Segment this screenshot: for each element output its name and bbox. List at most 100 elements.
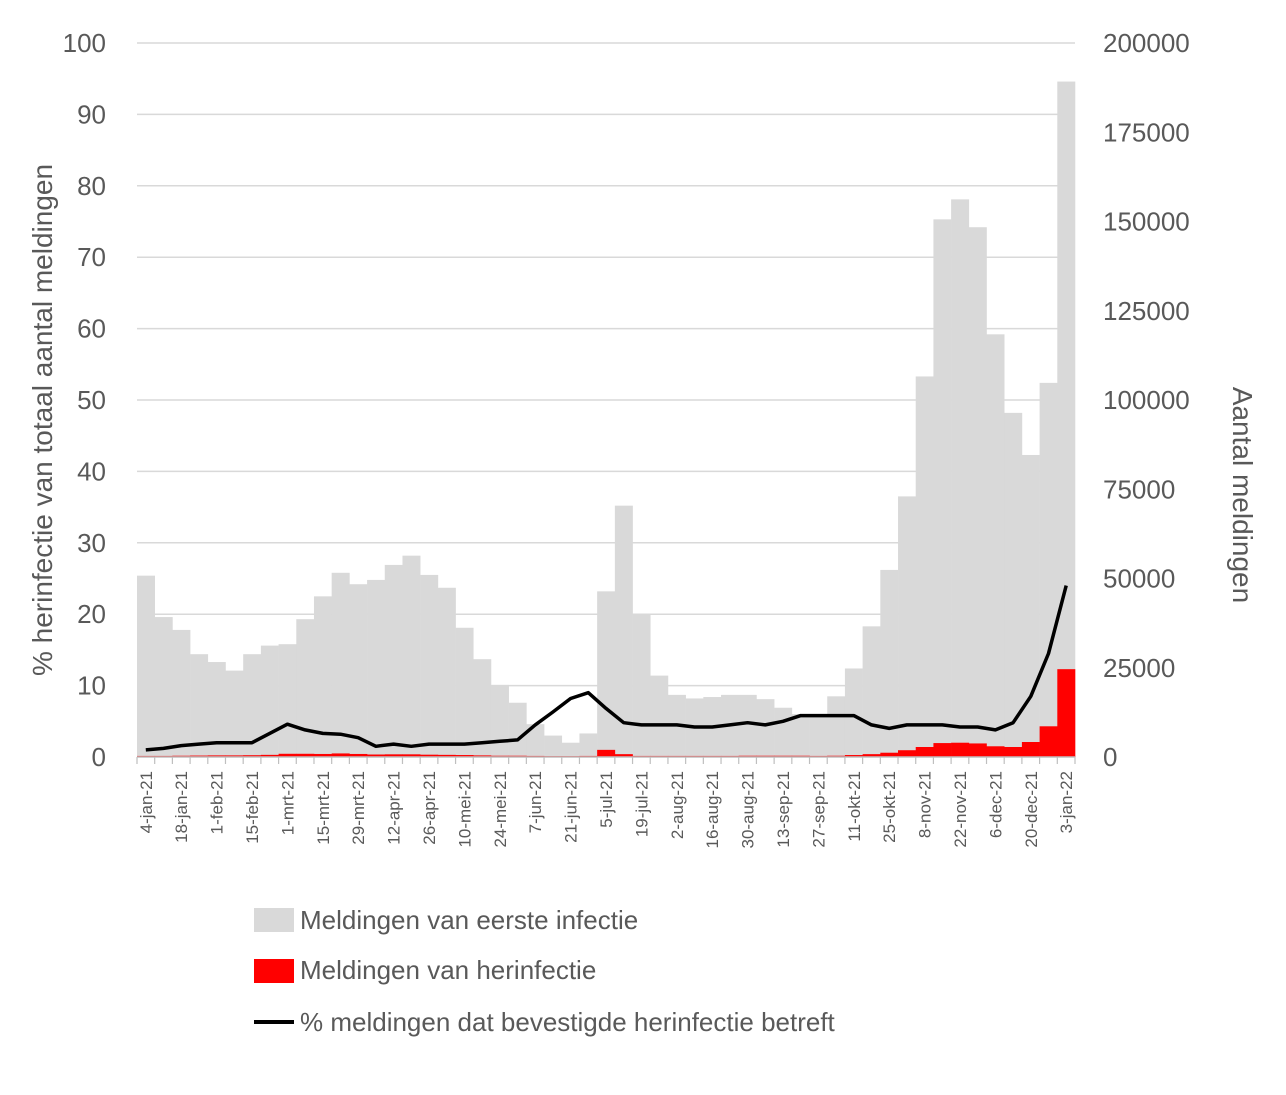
legend-label-percentage: % meldingen dat bevestigde herinfectie b…	[300, 1007, 836, 1037]
bar-eerste-infectie	[827, 696, 846, 757]
bar-herinfectie	[420, 754, 439, 757]
bar-eerste-infectie	[473, 659, 492, 757]
bar-herinfectie	[844, 755, 863, 757]
bar-eerste-infectie	[190, 654, 209, 757]
bar-herinfectie	[296, 753, 315, 757]
bar-eerste-infectie	[561, 742, 580, 757]
bar-eerste-infectie	[650, 675, 669, 757]
x-tick-label: 4-jan-21	[137, 771, 156, 833]
bar-eerste-infectie	[437, 587, 456, 757]
y-right-tick-label: 100000	[1103, 385, 1190, 415]
y-right-axis-title: Aantal meldingen	[1227, 387, 1258, 603]
line-percentage	[145, 585, 1068, 752]
bar-herinfectie	[898, 750, 917, 757]
bar-herinfectie	[384, 754, 403, 757]
y-right-tick-label: 50000	[1103, 564, 1175, 594]
bar-herinfectie	[1057, 669, 1076, 757]
x-tick-label: 16-aug-21	[703, 771, 722, 849]
y-left-tick-label: 50	[77, 385, 106, 415]
bar-herinfectie	[313, 753, 332, 757]
bar-herinfectie	[597, 749, 616, 757]
bar-herinfectie	[951, 742, 970, 757]
bar-eerste-infectie	[1004, 412, 1023, 757]
bar-eerste-infectie	[756, 699, 775, 757]
bar-herinfectie	[880, 752, 899, 757]
x-tick-label: 20-dec-21	[1022, 771, 1041, 848]
y-right-tick-label: 0	[1103, 742, 1117, 772]
bar-herinfectie	[915, 747, 934, 757]
bar-eerste-infectie	[1039, 382, 1058, 757]
x-tick-label: 19-jul-21	[632, 771, 651, 837]
bar-eerste-infectie	[632, 613, 651, 757]
bar-eerste-infectie	[349, 584, 368, 757]
bar-herinfectie	[614, 754, 633, 757]
bar-herinfectie	[862, 754, 881, 757]
bar-eerste-infectie	[296, 619, 315, 757]
bar-herinfectie	[437, 754, 456, 757]
y-right-tick-label: 25000	[1103, 653, 1175, 683]
bar-herinfectie	[260, 754, 279, 757]
bar-eerste-infectie	[1057, 81, 1076, 757]
bar-eerste-infectie	[544, 735, 563, 757]
y-left-tick-label: 0	[92, 742, 106, 772]
legend-swatch-eerste-infectie	[254, 908, 294, 932]
y-left-tick-label: 40	[77, 456, 106, 486]
x-tick-label: 21-jun-21	[562, 771, 581, 843]
bar-eerste-infectie	[986, 334, 1005, 757]
bar-herinfectie	[933, 743, 952, 757]
bar-eerste-infectie	[1021, 454, 1040, 757]
bar-eerste-infectie	[862, 626, 881, 757]
bar-eerste-infectie	[260, 645, 279, 757]
x-tick-label: 11-okt-21	[845, 771, 864, 842]
gridlines	[137, 42, 1075, 687]
y-left-ticks: 0 10 20 30 40 50 60 70 80 90 100	[63, 28, 106, 772]
bar-eerste-infectie	[243, 654, 262, 757]
x-tick-label: 30-aug-21	[739, 771, 758, 849]
y-left-tick-label: 60	[77, 314, 106, 344]
legend-swatch-herinfectie	[254, 959, 294, 983]
y-left-tick-label: 100	[63, 28, 106, 58]
bar-herinfectie	[207, 755, 226, 757]
x-tick-label: 13-sep-21	[774, 771, 793, 848]
bar-eerste-infectie	[137, 575, 155, 757]
bar-eerste-infectie	[844, 668, 863, 757]
y-right-tick-label: 75000	[1103, 474, 1175, 504]
x-tick-label: 2-aug-21	[668, 771, 687, 839]
bar-eerste-infectie	[738, 694, 757, 757]
bar-herinfectie	[349, 753, 368, 757]
bar-eerste-infectie	[791, 714, 810, 757]
bar-eerste-infectie	[508, 702, 527, 757]
x-tick-label: 15-mrt-21	[314, 771, 333, 845]
x-tick-label: 1-mrt-21	[278, 771, 297, 835]
bar-eerste-infectie	[809, 715, 828, 757]
x-tick-label: 5-jul-21	[597, 771, 616, 828]
bar-eerste-infectie	[420, 574, 439, 757]
bar-eerste-infectie	[968, 227, 987, 757]
bar-eerste-infectie	[172, 629, 191, 757]
x-tick-label: 29-mrt-21	[349, 771, 368, 845]
bar-herinfectie	[986, 746, 1005, 757]
bar-herinfectie	[968, 743, 987, 757]
x-tick-label: 1-feb-21	[208, 771, 227, 834]
x-tick-label: 22-nov-21	[951, 771, 970, 848]
y-left-tick-label: 10	[77, 671, 106, 701]
bar-herinfectie	[367, 754, 386, 757]
bar-herinfectie	[278, 753, 297, 757]
bar-eerste-infectie	[614, 505, 633, 757]
y-left-tick-label: 70	[77, 242, 106, 272]
x-tick-label: 15-feb-21	[243, 771, 262, 844]
x-tick-label: 12-apr-21	[385, 771, 404, 845]
bar-herinfectie	[331, 753, 350, 757]
bar-eerste-infectie	[880, 569, 899, 757]
series-line-percentage	[145, 585, 1068, 752]
x-tick-label: 26-apr-21	[420, 771, 439, 845]
y-left-tick-label: 30	[77, 528, 106, 558]
y-right-ticks: 0 25000 50000 75000 100000 125000 150000 175000…	[1103, 28, 1190, 772]
bar-eerste-infectie	[490, 684, 509, 757]
x-tick-label: 25-okt-21	[880, 771, 899, 843]
bar-eerste-infectie	[774, 707, 793, 757]
x-tick-label: 24-mei-21	[491, 771, 510, 848]
bar-eerste-infectie	[278, 644, 297, 757]
bar-eerste-infectie	[225, 670, 244, 757]
